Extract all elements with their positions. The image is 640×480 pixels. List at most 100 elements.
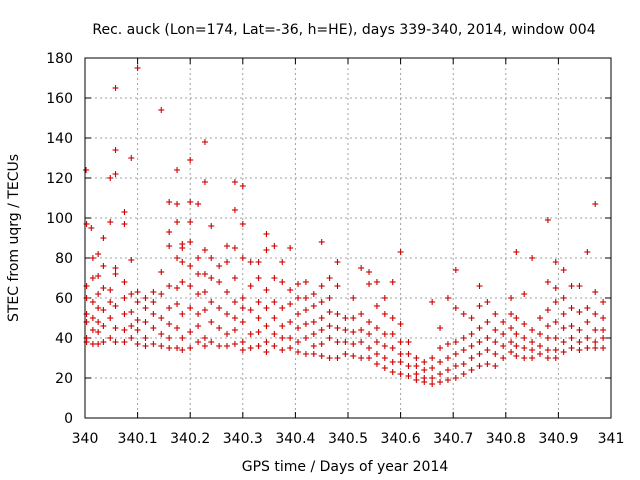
data-point bbox=[239, 347, 246, 353]
data-point bbox=[201, 335, 208, 341]
data-point bbox=[279, 323, 286, 329]
data-point bbox=[358, 339, 365, 345]
x-tick-label: 341 bbox=[598, 431, 625, 447]
data-point bbox=[295, 295, 302, 301]
data-point bbox=[421, 379, 428, 385]
data-point bbox=[112, 271, 119, 277]
data-point bbox=[158, 107, 165, 113]
data-point bbox=[421, 359, 428, 365]
data-point bbox=[134, 299, 141, 305]
data-point bbox=[552, 355, 559, 361]
data-point bbox=[279, 305, 286, 311]
data-point bbox=[208, 299, 215, 305]
data-point bbox=[158, 343, 165, 349]
data-point bbox=[231, 207, 238, 213]
data-point bbox=[121, 327, 128, 333]
data-point bbox=[389, 331, 396, 337]
data-point bbox=[576, 327, 583, 333]
data-point bbox=[513, 331, 520, 337]
data-point bbox=[529, 255, 536, 261]
data-point bbox=[452, 375, 459, 381]
data-point bbox=[460, 371, 467, 377]
data-point bbox=[397, 371, 404, 377]
data-point bbox=[560, 311, 567, 317]
data-point bbox=[389, 345, 396, 351]
data-point bbox=[318, 239, 325, 245]
data-point bbox=[452, 339, 459, 345]
data-point bbox=[187, 157, 194, 163]
data-point bbox=[216, 343, 223, 349]
data-point bbox=[373, 351, 380, 357]
data-point bbox=[492, 311, 499, 317]
data-point bbox=[95, 341, 102, 347]
data-point bbox=[476, 283, 483, 289]
data-point bbox=[437, 371, 444, 377]
data-point bbox=[366, 319, 373, 325]
data-point bbox=[142, 319, 149, 325]
data-point bbox=[231, 299, 238, 305]
data-point bbox=[201, 179, 208, 185]
data-point bbox=[208, 275, 215, 281]
data-point bbox=[413, 363, 420, 369]
data-point bbox=[121, 295, 128, 301]
data-point bbox=[405, 373, 412, 379]
data-point bbox=[166, 305, 173, 311]
data-point bbox=[460, 347, 467, 353]
data-point bbox=[600, 327, 607, 333]
data-point bbox=[476, 339, 483, 345]
data-point bbox=[326, 309, 333, 315]
data-point bbox=[544, 335, 551, 341]
data-point bbox=[224, 259, 231, 265]
data-point bbox=[342, 351, 349, 357]
data-point bbox=[429, 365, 436, 371]
data-point bbox=[500, 319, 507, 325]
data-point bbox=[201, 139, 208, 145]
data-point bbox=[584, 305, 591, 311]
data-point bbox=[216, 305, 223, 311]
data-point bbox=[592, 345, 599, 351]
data-point bbox=[179, 245, 186, 251]
data-point bbox=[600, 315, 607, 321]
data-point bbox=[318, 315, 325, 321]
data-point bbox=[508, 349, 515, 355]
data-point bbox=[263, 349, 270, 355]
data-point bbox=[492, 351, 499, 357]
x-tick-label: 340.5 bbox=[328, 431, 368, 447]
data-point bbox=[500, 355, 507, 361]
data-point bbox=[166, 199, 173, 205]
data-point bbox=[437, 325, 444, 331]
data-point bbox=[247, 345, 254, 351]
data-point bbox=[513, 353, 520, 359]
data-point bbox=[302, 295, 309, 301]
data-point bbox=[255, 299, 262, 305]
data-point bbox=[174, 345, 181, 351]
data-point bbox=[88, 225, 95, 231]
data-point bbox=[255, 329, 262, 335]
data-point bbox=[247, 259, 254, 265]
data-point bbox=[326, 335, 333, 341]
data-point bbox=[468, 343, 475, 349]
data-point bbox=[195, 271, 202, 277]
data-point bbox=[247, 307, 254, 313]
data-point bbox=[247, 331, 254, 337]
data-point bbox=[318, 341, 325, 347]
data-point bbox=[107, 287, 114, 293]
data-point bbox=[484, 299, 491, 305]
data-point bbox=[484, 347, 491, 353]
data-point bbox=[166, 335, 173, 341]
data-point bbox=[576, 283, 583, 289]
data-point bbox=[100, 307, 107, 313]
data-point bbox=[397, 321, 404, 327]
data-point bbox=[544, 217, 551, 223]
data-point bbox=[536, 315, 543, 321]
data-point bbox=[397, 249, 404, 255]
data-point bbox=[584, 319, 591, 325]
data-point bbox=[142, 335, 149, 341]
data-point bbox=[100, 263, 107, 269]
data-point bbox=[592, 201, 599, 207]
data-point bbox=[255, 343, 262, 349]
data-point bbox=[536, 351, 543, 357]
data-point bbox=[381, 295, 388, 301]
data-point bbox=[263, 247, 270, 253]
data-point bbox=[107, 299, 114, 305]
